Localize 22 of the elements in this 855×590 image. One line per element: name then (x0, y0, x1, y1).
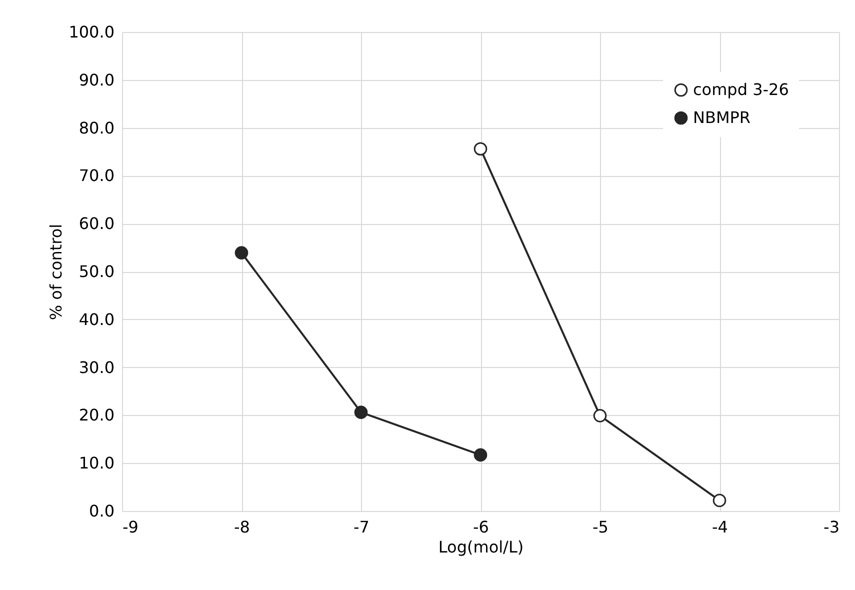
x-tick-label: -4 (712, 518, 728, 536)
x-axis-title: Log(mol/L) (438, 538, 524, 556)
x-tick-label: -6 (473, 518, 489, 536)
y-tick-label: 30.0 (78, 358, 114, 377)
y-axis-title: % of control (46, 224, 66, 320)
y-tick-label: 80.0 (78, 118, 114, 138)
y-tick-label: 90.0 (78, 70, 114, 90)
y-tick-label: 70.0 (78, 166, 114, 186)
x-tick-label: -9 (122, 518, 138, 536)
legend-label: compd 3-26 (693, 80, 789, 99)
y-tick-label: 40.0 (78, 310, 114, 329)
x-tick-label: -3 (824, 518, 840, 536)
y-tick-label: 50.0 (78, 262, 114, 281)
x-tick-label: -7 (354, 518, 370, 536)
y-tick-label: 20.0 (78, 406, 114, 425)
y-tick-label: 100.0 (68, 22, 114, 42)
y-tick-label: 60.0 (78, 214, 114, 234)
y-tick-label: 0.0 (89, 502, 114, 520)
legend-label: NBMPR (693, 108, 751, 127)
x-tick-label: -8 (234, 518, 250, 536)
x-tick-label: -5 (592, 518, 608, 536)
y-tick-label: 10.0 (78, 454, 114, 473)
